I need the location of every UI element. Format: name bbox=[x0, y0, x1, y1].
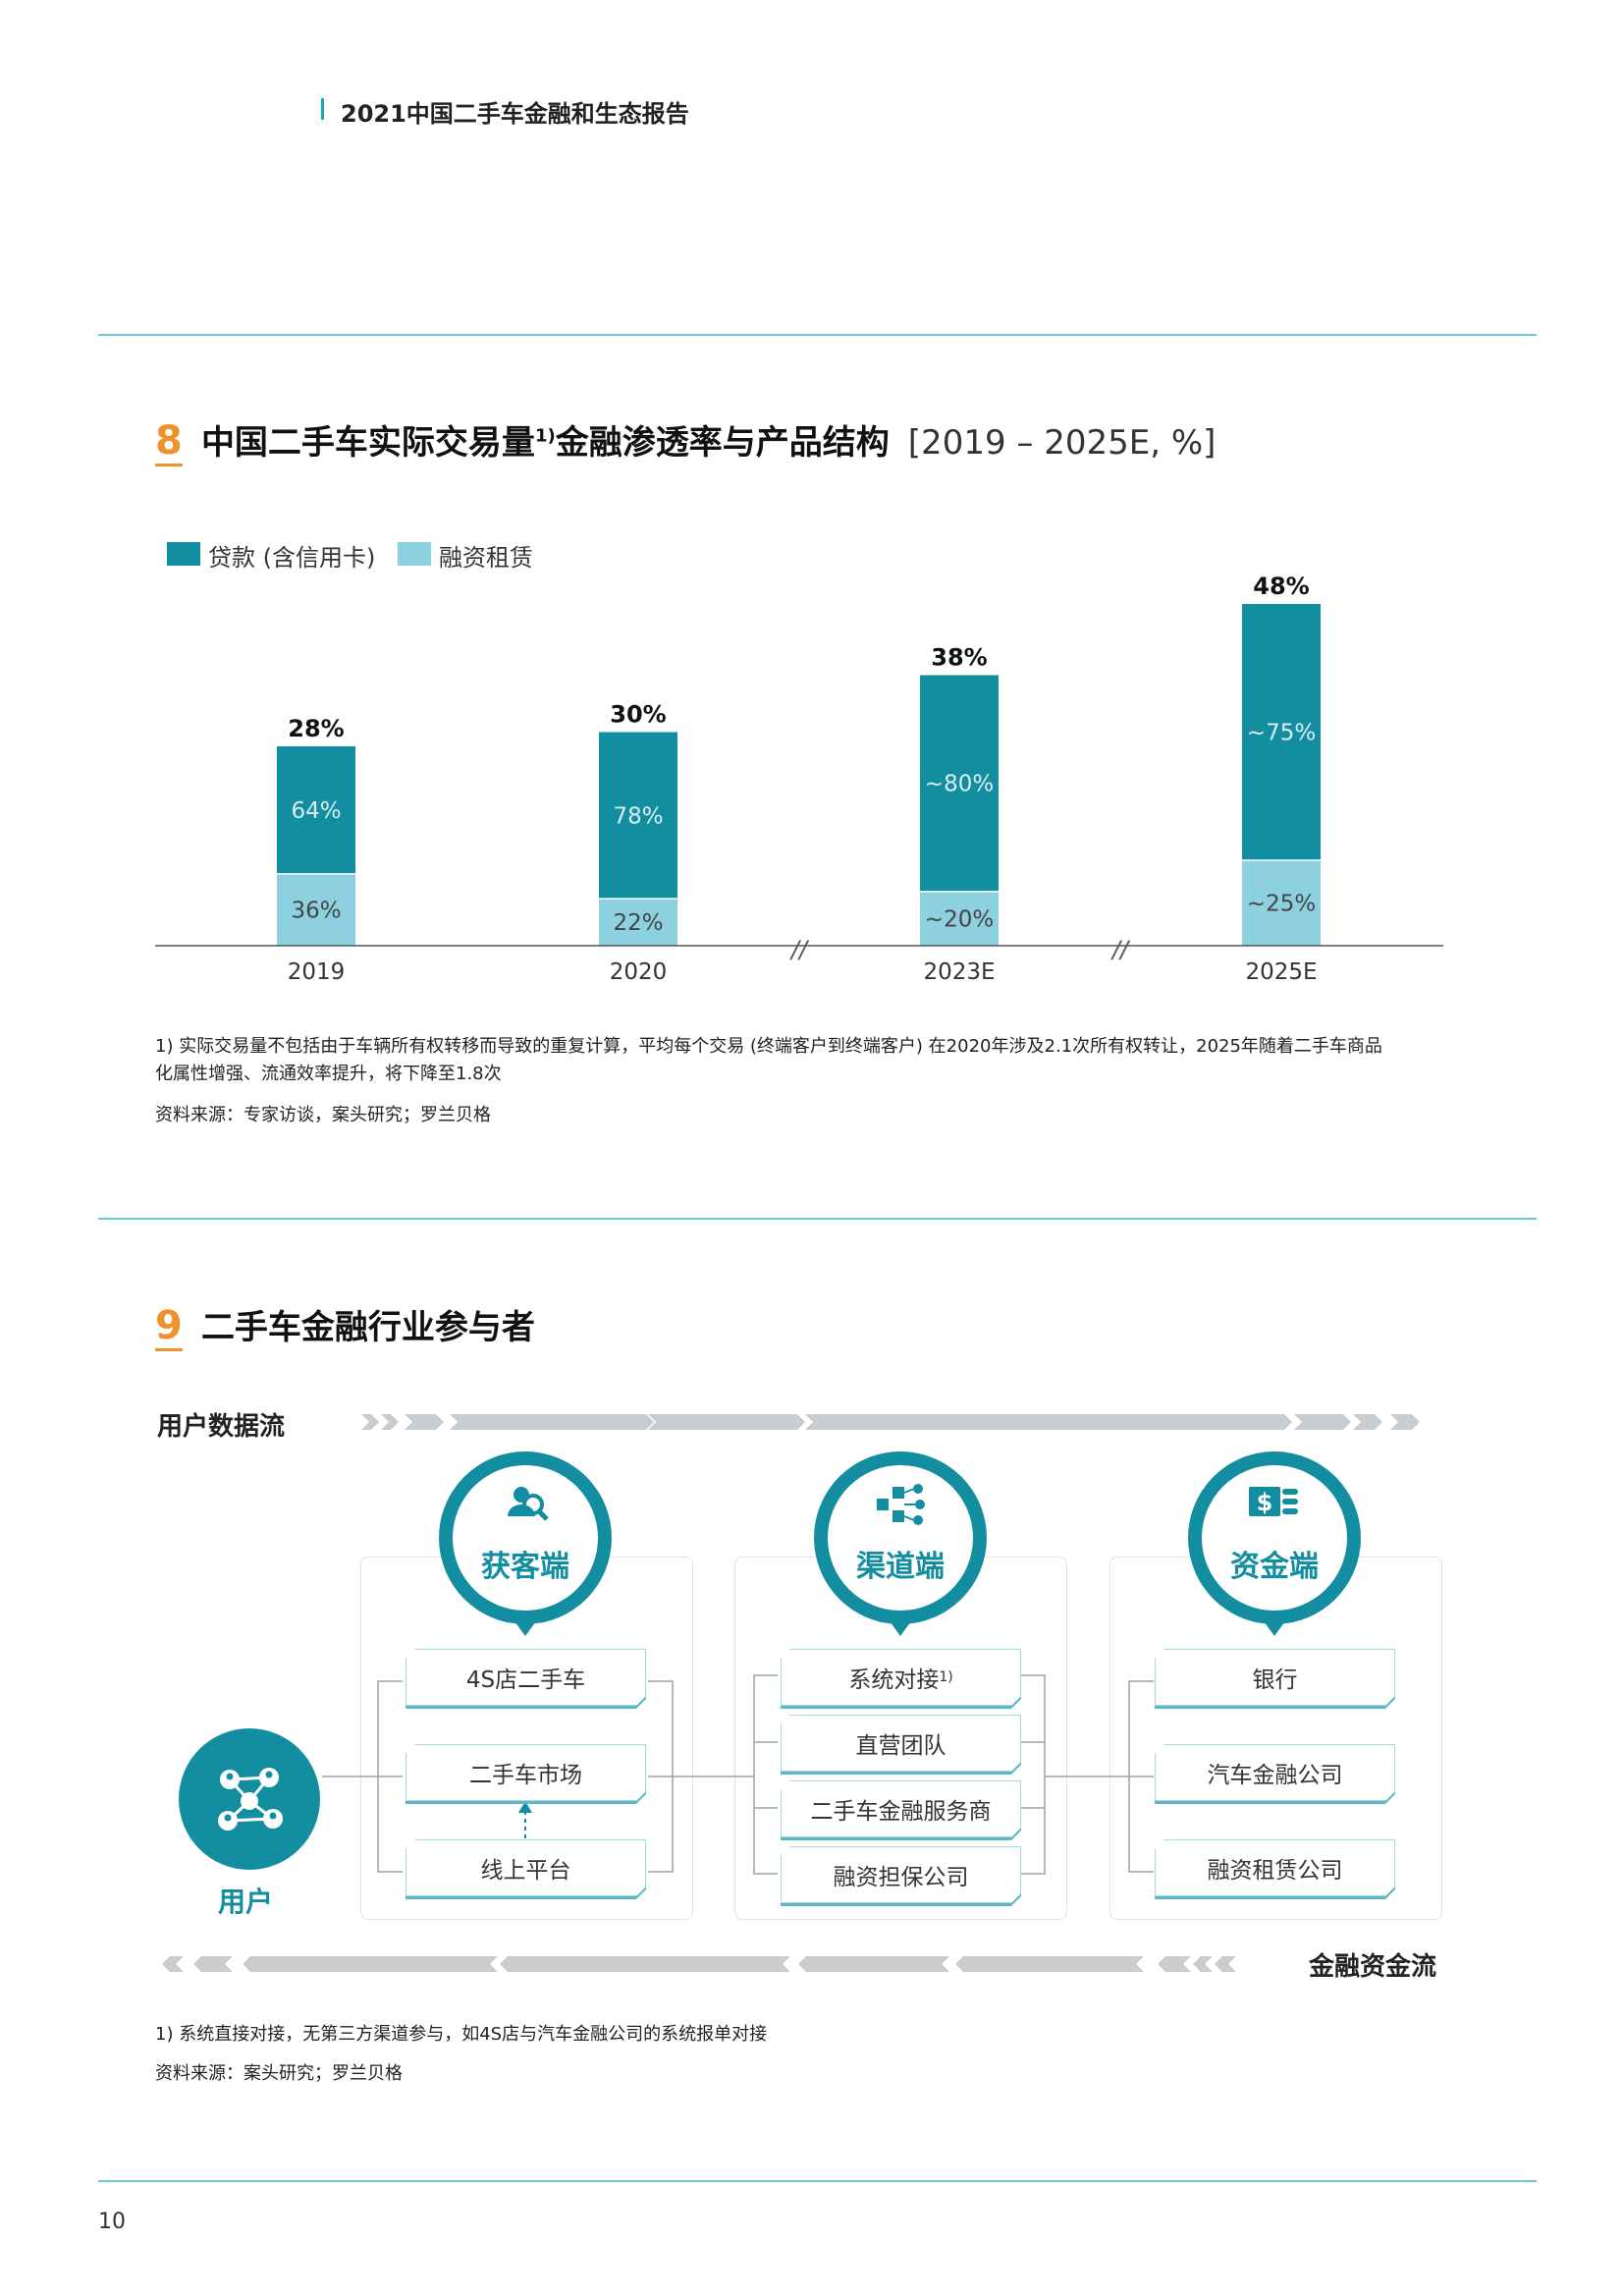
source-note: 资料来源：专家访谈，案头研究；罗兰贝格 bbox=[155, 1105, 491, 1125]
column-badge-1: 渠道端 bbox=[814, 1451, 987, 1636]
footnote-1: 1) 实际交易量不包括由于车辆所有权转移而导致的重复计算，平均每个交易 (终端客… bbox=[155, 1036, 1382, 1084]
user-data-flow-label: 用户数据流 bbox=[157, 1412, 286, 1442]
section-range: [2019 – 2025E, %] bbox=[907, 423, 1217, 464]
legend-label-lease: 融资租赁 bbox=[439, 544, 533, 572]
column-title: 获客端 bbox=[481, 1550, 569, 1584]
total-label: 30% bbox=[610, 701, 666, 729]
user-search-icon bbox=[508, 1487, 549, 1521]
participant-node: 4S店二手车 bbox=[406, 1649, 646, 1706]
page-number: 10 bbox=[98, 2210, 126, 2234]
data-label-lease: 36% bbox=[291, 898, 341, 923]
participant-node: 二手车市场 bbox=[406, 1744, 646, 1801]
header-accent-bar bbox=[321, 98, 324, 120]
total-label: 28% bbox=[288, 715, 344, 742]
data-label-loan: ~75% bbox=[1247, 721, 1316, 746]
section-title: 二手车金融行业参与者 bbox=[200, 1308, 535, 1347]
bar-segment-lease bbox=[920, 891, 999, 946]
total-label: 48% bbox=[1253, 573, 1309, 600]
divider bbox=[98, 2180, 1537, 2182]
user-data-flow-arrows bbox=[361, 1414, 1420, 1430]
x-tick-label: 2023E bbox=[923, 959, 995, 985]
axis-break-mark: // bbox=[789, 936, 810, 963]
legend-label-loan: 贷款 (含信用卡) bbox=[208, 544, 376, 572]
data-label-loan: 64% bbox=[291, 798, 341, 824]
divider bbox=[98, 1218, 1537, 1220]
bar-segment-loan bbox=[920, 675, 999, 892]
section-8-heading: 8 中国二手车实际交易量1)金融渗透率与产品结构 [2019 – 2025E, … bbox=[155, 417, 1217, 467]
bar-segment-lease bbox=[599, 899, 677, 946]
participant-node: 汽车金融公司 bbox=[1155, 1744, 1395, 1801]
legend-swatch-loan bbox=[167, 542, 200, 566]
user-circle bbox=[179, 1728, 320, 1870]
participant-node: 融资担保公司 bbox=[781, 1846, 1021, 1903]
column-badge-0: 获客端 bbox=[439, 1451, 612, 1636]
bar-segment-loan bbox=[1242, 604, 1321, 860]
svg-text:$: $ bbox=[1257, 1489, 1273, 1516]
x-tick-label: 2019 bbox=[288, 959, 346, 985]
bar-segment-loan bbox=[599, 732, 677, 900]
participant-node: 银行 bbox=[1155, 1649, 1395, 1706]
bar-segment-lease bbox=[1242, 860, 1321, 946]
user-network-icon bbox=[218, 1768, 283, 1831]
data-label-lease: 22% bbox=[613, 910, 663, 936]
x-tick-label: 2020 bbox=[610, 959, 668, 985]
divider bbox=[98, 334, 1537, 336]
bar-segment-loan bbox=[277, 746, 355, 874]
section-number: 8 bbox=[155, 418, 183, 467]
data-label-loan: ~80% bbox=[925, 772, 994, 797]
footnote-2: 1) 系统直接对接，无第三方渠道参与，如4S店与汽车金融公司的系统报单对接 bbox=[155, 2024, 768, 2045]
money-stack-icon: $ bbox=[1249, 1487, 1298, 1516]
user-label: 用户 bbox=[218, 1886, 274, 1918]
section-title: 中国二手车实际交易量1)金融渗透率与产品结构 bbox=[200, 423, 890, 464]
participant-node: 融资租赁公司 bbox=[1155, 1839, 1395, 1896]
total-label: 38% bbox=[931, 644, 987, 672]
participant-node: 二手车金融服务商 bbox=[781, 1780, 1021, 1837]
column-badge-2: $ 资金端 bbox=[1188, 1451, 1361, 1636]
report-title: 2021中国二手车金融和生态报告 bbox=[341, 100, 689, 128]
section-number: 9 bbox=[155, 1303, 183, 1351]
network-distribution-icon bbox=[877, 1484, 925, 1525]
participant-node: 系统对接 1) bbox=[781, 1649, 1021, 1706]
section-9-heading: 9 二手车金融行业参与者 bbox=[155, 1303, 535, 1351]
fund-flow-label: 金融资金流 bbox=[1309, 1952, 1437, 1982]
column-title: 渠道端 bbox=[856, 1550, 945, 1584]
legend-swatch-lease bbox=[398, 542, 431, 566]
data-label-lease: ~20% bbox=[925, 906, 994, 932]
bar-segment-lease bbox=[277, 873, 355, 946]
fund-flow-arrows bbox=[162, 1956, 1236, 1972]
column-title: 资金端 bbox=[1230, 1550, 1319, 1584]
data-label-loan: 78% bbox=[613, 803, 663, 829]
axis-break-mark: // bbox=[1110, 936, 1131, 963]
x-tick-label: 2025E bbox=[1245, 959, 1317, 985]
participant-node: 线上平台 bbox=[406, 1839, 646, 1896]
source-note-2: 资料来源：案头研究；罗兰贝格 bbox=[155, 2063, 403, 2084]
data-label-lease: ~25% bbox=[1247, 892, 1316, 917]
participant-node: 直营团队 bbox=[781, 1715, 1021, 1772]
penetration-chart: 36% 64% 28% 2019 22% 78% 30% 2020 ~20% ~80% 38% 202… bbox=[155, 573, 1443, 985]
